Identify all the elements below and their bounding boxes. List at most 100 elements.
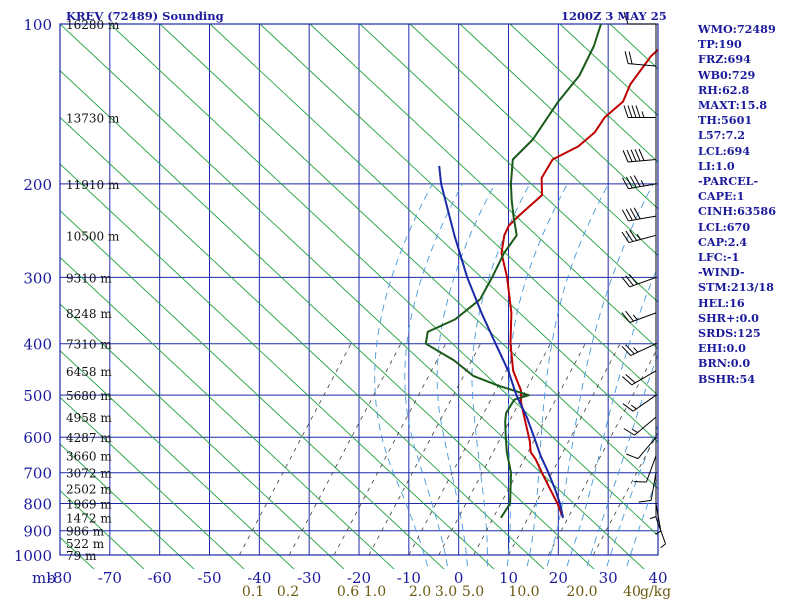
pressure-tick-label: 1000 xyxy=(14,547,52,565)
dry-adiabat xyxy=(60,350,295,569)
mixing-ratio-label: 0.2 xyxy=(277,584,299,600)
stat-line: BSHR:54 xyxy=(698,371,756,386)
mixing-ratio-label: 1.0 xyxy=(364,584,386,600)
stat-line: MAXT:15.8 xyxy=(698,98,768,113)
wind-barb xyxy=(621,310,657,323)
moist-adiabat xyxy=(436,183,496,567)
pressure-tick-label: 400 xyxy=(23,336,52,354)
pressure-tick-label: 300 xyxy=(23,269,52,287)
dry-adiabat xyxy=(60,163,495,569)
moist-adiabat xyxy=(526,183,609,567)
stat-line: EHI:0.0 xyxy=(698,341,746,356)
temp-tick-label: 20 xyxy=(549,569,568,587)
wind-barb xyxy=(622,148,657,163)
height-label: 16280 m xyxy=(66,18,120,32)
stat-line: -WIND- xyxy=(698,265,745,280)
temp-tick-label: -30 xyxy=(297,569,321,587)
stat-line: RH:62.8 xyxy=(698,82,750,97)
temp-tick-label: -70 xyxy=(98,569,122,587)
stat-line: LI:1.0 xyxy=(698,158,735,173)
stat-line: HEL:16 xyxy=(698,295,745,310)
dry-adiabat xyxy=(309,24,658,350)
mixing-ratio-line xyxy=(438,343,551,556)
mixing-ratio-label: 0.1 xyxy=(242,584,264,600)
wind-barb xyxy=(623,416,657,436)
temp-tick-label: 0 xyxy=(454,569,464,587)
temp-tick-label: -20 xyxy=(347,569,371,587)
temp-tick-label: -40 xyxy=(247,569,271,587)
dry-adiabat xyxy=(60,116,545,569)
height-label: 6458 m xyxy=(66,365,112,379)
dry-adiabat xyxy=(60,256,395,569)
mixing-ratio-label: 5.0 xyxy=(462,584,484,600)
moist-adiabat xyxy=(566,265,658,567)
moist-adiabat xyxy=(471,183,531,567)
wind-barb xyxy=(623,11,656,25)
wind-barb xyxy=(621,273,657,288)
wind-barb xyxy=(655,517,667,549)
dry-adiabat xyxy=(0,24,10,584)
mixing-ratio-label: 2.0 xyxy=(409,584,431,600)
dry-adiabat xyxy=(60,396,245,569)
pressure-tick-label: 700 xyxy=(23,465,52,483)
temp-tick-label: 40 xyxy=(648,569,667,587)
mixing-ratio-line xyxy=(368,343,481,556)
stat-line: FRZ:694 xyxy=(698,52,751,67)
mixing-ratio-label: 40 xyxy=(623,584,641,600)
dry-adiabat xyxy=(60,210,445,569)
height-label: 1969 m xyxy=(66,498,112,512)
temp-tick-label: -80 xyxy=(48,569,72,587)
mixing-ratio-line xyxy=(288,343,402,556)
pressure-tick-label: 100 xyxy=(23,16,52,34)
stat-line: TP:190 xyxy=(698,37,742,52)
height-label: 1472 m xyxy=(66,512,112,526)
height-label: 4958 m xyxy=(66,411,112,425)
frame xyxy=(59,23,659,556)
mixing-ratio-line xyxy=(508,343,621,556)
wind-barb xyxy=(623,105,656,119)
mixing-ratio-line xyxy=(592,431,658,556)
height-label: 10500 m xyxy=(66,229,120,243)
pressure-tick-label: 900 xyxy=(23,523,52,541)
wind-barb xyxy=(655,503,662,535)
temp-tick-label: 10 xyxy=(499,569,518,587)
pressure-tick-label: 200 xyxy=(23,176,52,194)
stat-line: WMO:72489 xyxy=(698,22,776,36)
profile-layer xyxy=(424,24,658,519)
mixing-ratio-label: 10.0 xyxy=(508,584,539,600)
mixing-ratio-label: 3.0 xyxy=(435,584,457,600)
dewpoint-trace xyxy=(424,24,602,519)
temp-tick-label: 30 xyxy=(599,569,618,587)
wind-barb xyxy=(621,370,657,386)
dry-adiabat xyxy=(359,24,658,303)
mixing-ratio-line xyxy=(408,343,521,556)
stat-line: LCL:694 xyxy=(698,143,751,158)
height-label: 13730 m xyxy=(66,112,120,126)
dry-adiabat xyxy=(109,24,658,537)
stat-line: SHR+:0.0 xyxy=(698,310,759,325)
sounding-indices: WMO:72489 TP:190 FRZ:694 WB0:729 RH:62.8 MAXT… xyxy=(698,22,798,387)
mixing-ratio-label: 20.0 xyxy=(566,584,597,600)
wind-barb xyxy=(622,394,657,412)
pressure-tick-label: 600 xyxy=(23,429,52,447)
moist-adiabat xyxy=(374,183,433,567)
stat-line: CINH:63586 xyxy=(698,204,776,219)
stat-line: TH:5601 xyxy=(698,113,753,128)
stat-line: LFC:-1 xyxy=(698,250,740,265)
dry-adiabat xyxy=(409,24,658,257)
mixing-ratio-line xyxy=(473,343,586,556)
height-label: 8248 m xyxy=(66,307,112,321)
mixing-ratio-line xyxy=(239,343,352,556)
stat-line: STM:213/18 xyxy=(698,280,774,295)
pressure-unit: mb xyxy=(32,569,56,587)
stat-line: LCL:670 xyxy=(698,219,751,234)
moist-adiabat xyxy=(404,183,463,567)
moist-adiabat xyxy=(546,183,654,567)
mixing-ratio-line xyxy=(333,343,447,556)
chart-date: 1200Z 3 MAY 25 xyxy=(561,9,667,23)
wind-barb xyxy=(621,207,657,222)
mixing-ratio-label: 0.6 xyxy=(337,584,359,600)
dry-adiabat xyxy=(60,303,345,569)
